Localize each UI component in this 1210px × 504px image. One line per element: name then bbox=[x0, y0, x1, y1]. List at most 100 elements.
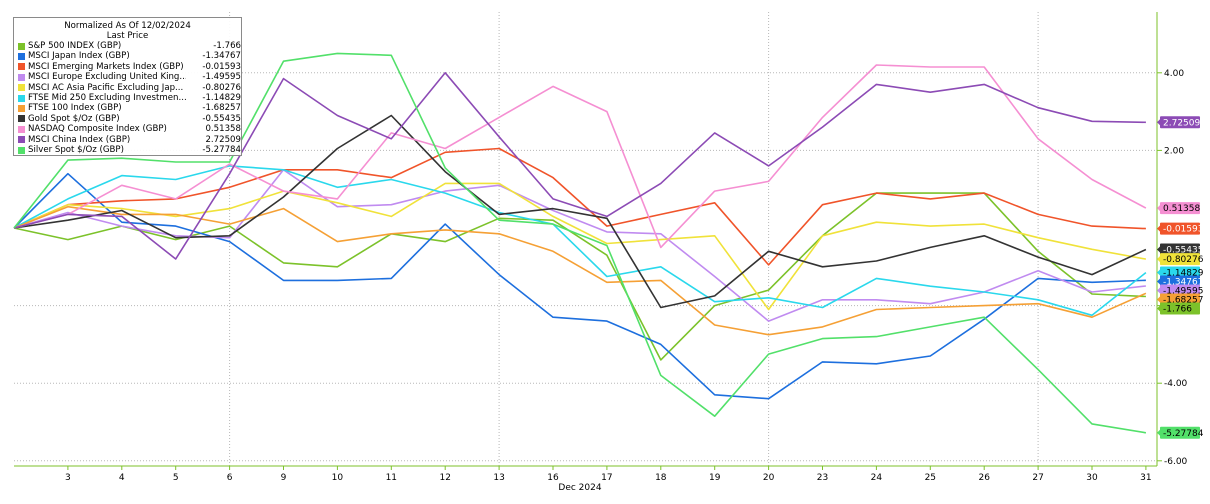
x-tick-label: 4 bbox=[119, 473, 125, 483]
legend-label: MSCI AC Asia Pacific Excluding Jap... bbox=[28, 82, 184, 93]
legend-value: -1.766 bbox=[213, 41, 241, 51]
legend-label: Gold Spot $/Oz (GBP) bbox=[28, 113, 120, 124]
legend-item: FTSE Mid 250 Excluding Investmen... -1.14… bbox=[14, 93, 241, 103]
series-line bbox=[13, 165, 1147, 317]
legend-item: MSCI Emerging Markets Index (GBP) -0.0159… bbox=[14, 62, 241, 72]
svg-text:0.51358: 0.51358 bbox=[1163, 204, 1200, 214]
series-line bbox=[13, 52, 1147, 434]
legend-value: -1.68257 bbox=[202, 103, 241, 114]
legend-value: 0.51358 bbox=[205, 124, 241, 135]
legend-label: FTSE Mid 250 Excluding Investmen... bbox=[28, 92, 186, 103]
legend-item: MSCI Japan Index (GBP) -1.34767 bbox=[14, 51, 241, 61]
legend-value: -0.55435 bbox=[202, 113, 241, 124]
last-value-tag: -0.55435 bbox=[1157, 243, 1203, 256]
last-value-tag: -1.766 bbox=[1157, 302, 1200, 315]
last-value-tag: -0.01593 bbox=[1157, 222, 1203, 235]
y-tick-label: 2.00 bbox=[1164, 146, 1184, 156]
legend-item: FTSE 100 Index (GBP) -1.68257 bbox=[14, 103, 241, 113]
legend-swatch bbox=[18, 115, 25, 123]
y-tick-label: -6.00 bbox=[1164, 457, 1188, 467]
legend-label: Silver Spot $/Oz (GBP) bbox=[28, 144, 124, 155]
series-line bbox=[13, 182, 1147, 311]
legend-swatch bbox=[18, 73, 25, 81]
series-line bbox=[13, 72, 1146, 260]
svg-text:-0.55435: -0.55435 bbox=[1163, 246, 1203, 256]
x-tick-label: 20 bbox=[763, 473, 775, 483]
legend-item: Gold Spot $/Oz (GBP) -0.55435 bbox=[14, 114, 241, 124]
last-value-tag: -5.27784 bbox=[1157, 426, 1204, 439]
chart-title: Normalized As Of 12/02/2024 bbox=[64, 21, 191, 31]
x-tick-label: 18 bbox=[655, 473, 667, 483]
legend-label: FTSE 100 Index (GBP) bbox=[28, 103, 122, 114]
x-tick-label: 9 bbox=[281, 473, 287, 483]
series-line bbox=[13, 192, 1146, 361]
legend-swatch bbox=[18, 94, 25, 102]
series-line bbox=[13, 64, 1147, 249]
x-tick-label: 27 bbox=[1032, 473, 1043, 483]
legend-swatch bbox=[18, 53, 25, 61]
legend-label: MSCI Japan Index (GBP) bbox=[28, 51, 130, 62]
legend-label: MSCI China Index (GBP) bbox=[28, 134, 131, 145]
legend-value: -1.49595 bbox=[202, 72, 241, 83]
svg-text:-0.01593: -0.01593 bbox=[1163, 225, 1203, 235]
legend-swatch bbox=[18, 136, 25, 144]
x-tick-label: 24 bbox=[871, 473, 883, 483]
legend-item: Silver Spot $/Oz (GBP) -5.27784 bbox=[14, 145, 241, 155]
x-tick-label: 25 bbox=[925, 473, 936, 483]
x-tick-label: 6 bbox=[227, 473, 233, 483]
series-line bbox=[13, 147, 1146, 266]
legend-value: -0.80276 bbox=[202, 82, 241, 93]
legend-label: MSCI Emerging Markets Index (GBP) bbox=[28, 61, 184, 72]
svg-text:-1.34767: -1.34767 bbox=[1163, 278, 1203, 288]
x-tick-label: 5 bbox=[173, 473, 179, 483]
x-tick-label: 16 bbox=[547, 473, 559, 483]
last-value-tag: 2.72509 bbox=[1157, 116, 1200, 129]
legend-value: -5.27784 bbox=[202, 144, 241, 155]
y-tick-label: -4.00 bbox=[1164, 379, 1188, 389]
last-value-tag: 0.51358 bbox=[1157, 202, 1200, 215]
legend-swatch bbox=[18, 146, 25, 154]
legend-swatch bbox=[18, 63, 25, 71]
x-tick-label: 13 bbox=[493, 473, 504, 483]
legend-item: NASDAQ Composite Index (GBP) 0.51358 bbox=[14, 124, 241, 134]
legend-value: -0.01593 bbox=[202, 61, 241, 72]
last-value-tag: -0.80276 bbox=[1157, 253, 1204, 266]
x-tick-label: 26 bbox=[978, 473, 990, 483]
axes: Dec 2024 3 4 5 6 9 10 11 12 13 16 17 18 19 20 23 24 25 26… bbox=[14, 12, 1188, 493]
svg-text:-1.14829: -1.14829 bbox=[1163, 269, 1204, 279]
legend-label: NASDAQ Composite Index (GBP) bbox=[28, 124, 167, 135]
x-tick-label: 30 bbox=[1086, 473, 1098, 483]
legend-swatch bbox=[18, 105, 25, 113]
legend-value: -1.34767 bbox=[202, 51, 241, 62]
svg-text:-0.80276: -0.80276 bbox=[1163, 255, 1204, 265]
svg-text:-1.68257: -1.68257 bbox=[1163, 296, 1203, 306]
x-tick-label: 3 bbox=[65, 473, 71, 483]
legend-swatch bbox=[18, 42, 25, 50]
x-tick-label: 17 bbox=[601, 473, 612, 483]
x-tick-label: 19 bbox=[709, 473, 721, 483]
legend-item: MSCI China Index (GBP) 2.72509 bbox=[14, 135, 241, 145]
last-value-tags: 2.72509 0.51358 -0.01593 -0.55435-0.80276 -1… bbox=[1157, 116, 1204, 439]
svg-text:2.72509: 2.72509 bbox=[1163, 118, 1200, 128]
x-tick-label: 23 bbox=[817, 473, 828, 483]
legend-item: MSCI AC Asia Pacific Excluding Jap... -0.… bbox=[14, 83, 241, 93]
y-tick-label: 4.00 bbox=[1164, 69, 1184, 79]
series-line bbox=[13, 205, 1147, 336]
legend-value: 2.72509 bbox=[205, 134, 241, 145]
x-axis-title: Dec 2024 bbox=[558, 483, 601, 493]
series-line bbox=[13, 172, 1146, 400]
svg-text:-5.27784: -5.27784 bbox=[1163, 429, 1204, 439]
legend-label: MSCI Europe Excluding United King... bbox=[28, 72, 186, 83]
legend-swatch bbox=[18, 125, 25, 133]
legend: Normalized As Of 12/02/2024 Last Price S… bbox=[13, 17, 242, 156]
legend-label: S&P 500 INDEX (GBP) bbox=[28, 41, 122, 51]
series-line bbox=[13, 114, 1147, 309]
svg-text:-1.766: -1.766 bbox=[1163, 305, 1192, 315]
chart-subtitle: Last Price bbox=[106, 31, 149, 41]
legend-rows: S&P 500 INDEX (GBP) -1.766 MSCI Japan Inde… bbox=[14, 41, 241, 155]
x-tick-label: 11 bbox=[386, 473, 397, 483]
x-tick-label: 31 bbox=[1140, 473, 1151, 483]
series-lines bbox=[13, 52, 1147, 434]
legend-value: -1.14829 bbox=[202, 92, 241, 103]
